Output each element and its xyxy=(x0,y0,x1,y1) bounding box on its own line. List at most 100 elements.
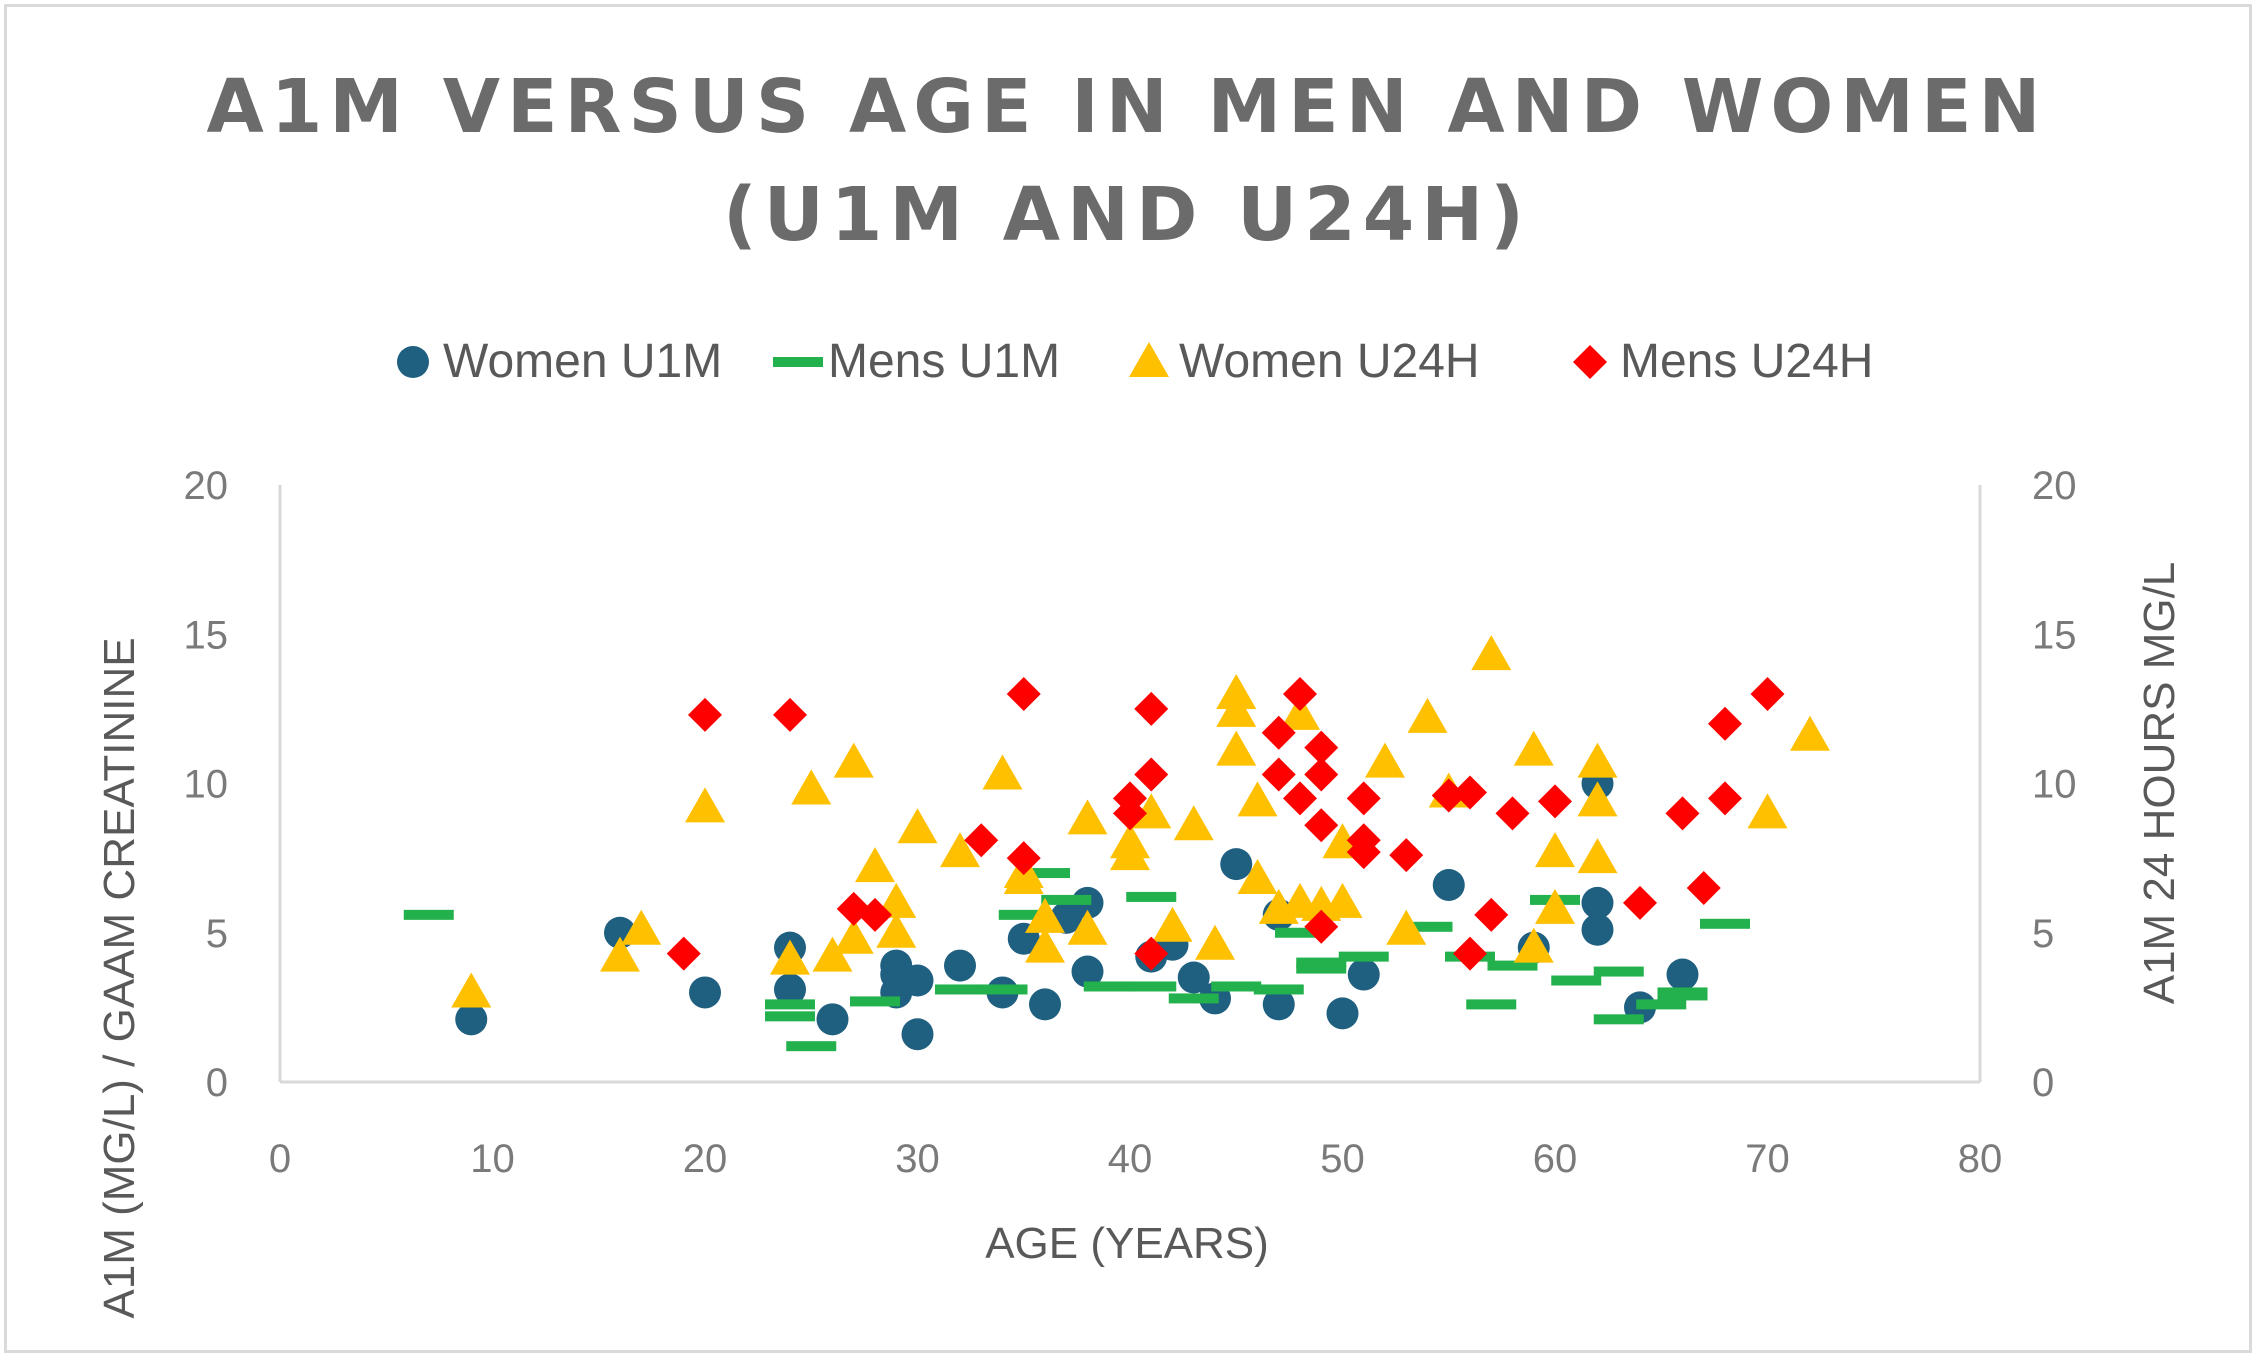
data-point xyxy=(1322,882,1363,918)
data-point xyxy=(786,1041,837,1052)
data-point xyxy=(1110,835,1150,871)
data-point xyxy=(1402,921,1453,932)
data-point xyxy=(1593,1014,1644,1025)
data-point xyxy=(1686,870,1721,905)
series-group xyxy=(455,767,1699,1051)
data-point xyxy=(685,787,725,823)
data-point xyxy=(765,1011,815,1022)
data-point xyxy=(1487,960,1538,971)
data-points xyxy=(403,635,1830,1052)
data-point xyxy=(1453,775,1487,810)
data-point xyxy=(1173,805,1214,841)
data-point xyxy=(1283,781,1317,816)
tick-labels: 0 10 20 30 40 50 60 70 80 0 5 10 15 20 0 5 10 15 20 xyxy=(184,464,2077,1181)
data-point xyxy=(1253,984,1304,995)
data-point xyxy=(1134,691,1169,726)
data-point xyxy=(1747,793,1788,829)
data-point xyxy=(1581,886,1614,919)
data-point xyxy=(666,936,701,971)
data-point xyxy=(1067,799,1108,835)
data-point xyxy=(964,823,999,858)
data-point xyxy=(403,909,454,920)
data-point xyxy=(1296,957,1347,968)
data-point xyxy=(1577,838,1618,874)
data-point xyxy=(1216,691,1257,727)
y2-axis-label: A1M 24 HOURS MG/L xyxy=(2135,562,2184,1005)
data-point xyxy=(1126,981,1177,992)
y2-tick-label: 0 xyxy=(2032,1061,2054,1105)
y-tick-label: 15 xyxy=(184,613,229,657)
data-point xyxy=(1474,897,1509,932)
y2-tick-label: 15 xyxy=(2032,613,2077,657)
legend: Women U1M Mens U1M Women U24H Mens U24H xyxy=(397,335,1873,388)
data-point xyxy=(1025,897,1065,933)
x-tick-label: 60 xyxy=(1533,1137,1578,1181)
data-point xyxy=(855,847,895,883)
data-point xyxy=(1006,676,1041,711)
y2-tick-label: 5 xyxy=(2032,912,2054,956)
data-point xyxy=(901,1018,934,1051)
x-tick-label: 20 xyxy=(683,1137,728,1181)
data-point xyxy=(858,897,892,932)
data-point xyxy=(1365,742,1405,778)
legend-label: Mens U1M xyxy=(828,335,1060,388)
data-point xyxy=(770,939,810,975)
data-point xyxy=(1216,730,1257,766)
data-point xyxy=(1347,958,1380,991)
data-point xyxy=(1113,796,1147,831)
data-point xyxy=(1389,838,1424,873)
data-point xyxy=(816,1003,849,1036)
data-point xyxy=(451,972,492,1008)
data-point xyxy=(1538,784,1572,819)
data-point xyxy=(901,964,934,997)
data-point xyxy=(791,769,832,805)
y-axis-label: A1M (MG/L) / GAAM CREATININE xyxy=(95,637,144,1318)
legend-item: Women U1M xyxy=(397,335,722,388)
data-point xyxy=(998,909,1049,920)
data-point xyxy=(1700,918,1750,929)
data-point xyxy=(1304,757,1339,792)
chart-frame xyxy=(4,4,2252,1353)
data-point xyxy=(1407,697,1448,733)
series-group xyxy=(451,635,1830,1008)
legend-label: Women U1M xyxy=(443,335,722,388)
y2-tick-label: 20 xyxy=(2032,464,2077,508)
data-point xyxy=(1029,988,1061,1021)
data-point xyxy=(1513,730,1554,766)
data-point xyxy=(621,909,662,945)
data-point xyxy=(1665,796,1700,831)
data-point xyxy=(1067,909,1108,945)
data-point xyxy=(1708,706,1742,741)
data-point xyxy=(850,996,900,1007)
data-point xyxy=(1346,781,1381,816)
x-tick-label: 50 xyxy=(1320,1137,1365,1181)
series-group xyxy=(666,676,1785,971)
data-point xyxy=(1003,859,1044,895)
legend-item: Women U24H xyxy=(1129,335,1480,388)
data-point xyxy=(1431,778,1466,813)
data-point xyxy=(1666,958,1699,991)
legend-label: Women U24H xyxy=(1179,335,1480,388)
data-point xyxy=(1304,909,1339,944)
x-tick-label: 10 xyxy=(470,1137,515,1181)
data-point xyxy=(1326,997,1359,1030)
data-point xyxy=(1006,841,1041,876)
data-point xyxy=(1577,742,1618,778)
data-point xyxy=(1466,999,1517,1010)
data-point xyxy=(1535,832,1575,868)
data-point xyxy=(1237,781,1278,817)
data-point xyxy=(833,742,874,778)
data-point xyxy=(1304,808,1339,843)
data-point xyxy=(1134,757,1169,792)
data-point xyxy=(1220,848,1253,881)
data-point xyxy=(1041,894,1092,905)
x-tick-label: 30 xyxy=(895,1137,940,1181)
data-point xyxy=(982,754,1023,790)
chart-title-line-1: A1M VERSUS AGE IN MEN AND WOMEN xyxy=(207,64,2048,150)
data-point xyxy=(1636,999,1687,1010)
data-point xyxy=(1453,936,1487,971)
y2-tick-label: 10 xyxy=(2032,763,2077,807)
data-point xyxy=(977,984,1028,995)
x-axis-label: AGE (YEARS) xyxy=(985,1219,1269,1268)
